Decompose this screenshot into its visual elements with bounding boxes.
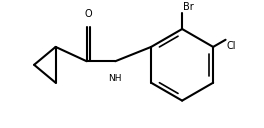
- Text: Br: Br: [183, 2, 194, 12]
- Text: NH: NH: [108, 74, 121, 83]
- Text: O: O: [85, 9, 92, 19]
- Text: Cl: Cl: [226, 41, 236, 51]
